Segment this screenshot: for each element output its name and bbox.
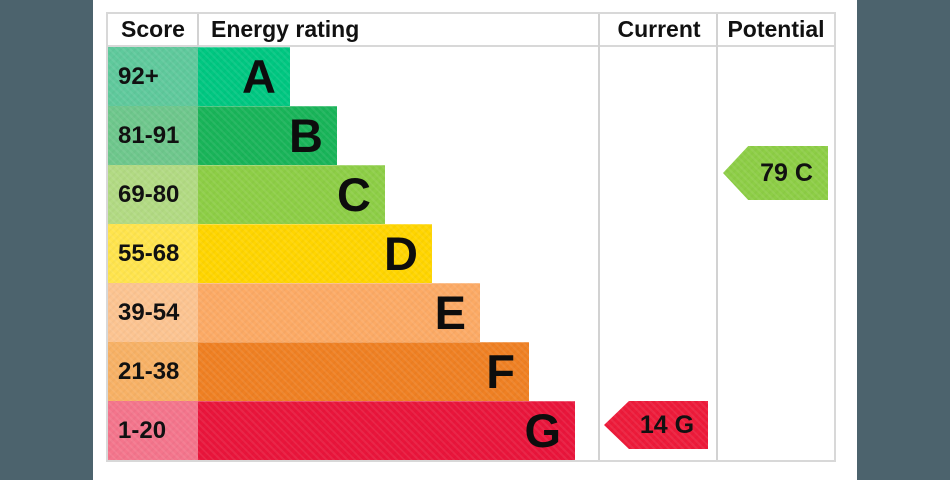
divider-energy-current bbox=[598, 14, 600, 460]
table-header-row: Score Energy rating Current Potential bbox=[108, 14, 834, 47]
band-row-g: 1-20 G bbox=[108, 401, 716, 460]
band-row-d: 55-68 D bbox=[108, 224, 716, 283]
header-potential: Potential bbox=[727, 16, 825, 42]
band-bar-c: C bbox=[198, 165, 385, 224]
score-range-c: 69-80 bbox=[108, 165, 198, 224]
band-letter-f: F bbox=[486, 345, 515, 398]
band-bar-f: F bbox=[198, 342, 529, 401]
epc-table: Score Energy rating Current Potential 92… bbox=[106, 12, 836, 462]
chart-panel: Score Energy rating Current Potential 92… bbox=[93, 0, 857, 480]
header-score: Score bbox=[121, 16, 185, 42]
score-range-e: 39-54 bbox=[108, 283, 198, 342]
band-letter-e: E bbox=[434, 286, 466, 339]
score-range-b: 81-91 bbox=[108, 106, 198, 165]
band-bar-b: B bbox=[198, 106, 337, 165]
band-row-c: 69-80 C bbox=[108, 165, 716, 224]
band-bar-d: D bbox=[198, 224, 432, 283]
epc-table-body: Score Energy rating Current Potential 92… bbox=[108, 14, 834, 460]
band-row-b: 81-91 B bbox=[108, 106, 716, 165]
score-range-g: 1-20 bbox=[108, 401, 198, 460]
band-letter-c: C bbox=[337, 168, 371, 221]
band-letter-g: G bbox=[524, 404, 561, 457]
band-bar-e: E bbox=[198, 283, 480, 342]
band-letter-d: D bbox=[384, 227, 418, 280]
divider-current-potential bbox=[716, 14, 718, 460]
band-letter-a: A bbox=[242, 50, 276, 103]
score-range-a: 92+ bbox=[108, 47, 198, 106]
current-rating-label: 14 G bbox=[639, 410, 695, 439]
potential-rating-arrow: 79 C bbox=[723, 146, 828, 200]
header-energy-rating: Energy rating bbox=[211, 16, 360, 42]
header-current: Current bbox=[617, 16, 701, 42]
band-row-e: 39-54 E bbox=[108, 283, 716, 342]
current-rating-arrow: 14 G bbox=[604, 401, 708, 449]
score-range-f: 21-38 bbox=[108, 342, 198, 401]
band-letter-b: B bbox=[289, 109, 323, 162]
band-bar-g: G bbox=[198, 401, 575, 460]
divider-score-energy bbox=[197, 14, 199, 47]
potential-rating-label: 79 C bbox=[760, 158, 813, 187]
band-row-f: 21-38 F bbox=[108, 342, 716, 401]
band-rows: 92+ A 81-91 B 69-80 C 55-68 D bbox=[108, 47, 716, 460]
band-row-a: 92+ A bbox=[108, 47, 716, 106]
score-range-d: 55-68 bbox=[108, 224, 198, 283]
band-bar-a: A bbox=[198, 47, 290, 106]
